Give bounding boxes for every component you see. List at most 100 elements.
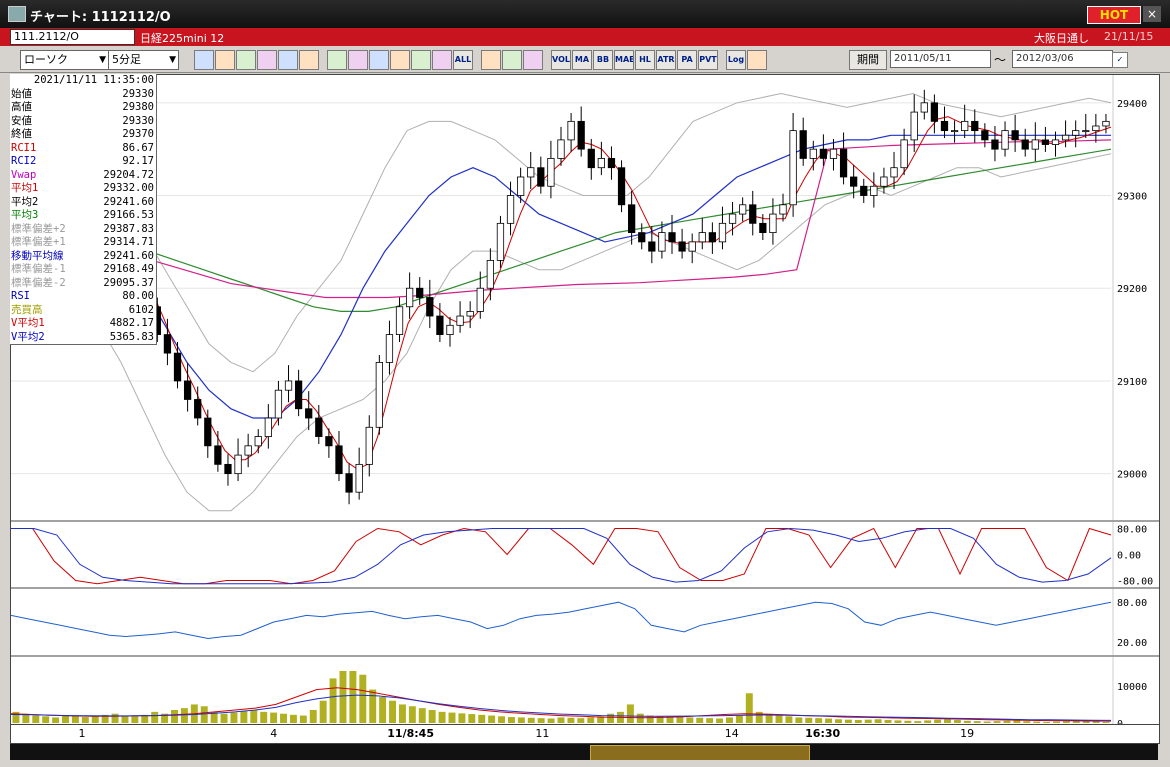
crosshair-icon[interactable] bbox=[215, 50, 235, 70]
tool-icon[interactable] bbox=[481, 50, 501, 70]
candle-body bbox=[991, 139, 999, 150]
all-button[interactable]: ALL bbox=[453, 50, 473, 70]
ohlc-value: 29168.49 bbox=[103, 263, 154, 275]
volume-bar bbox=[131, 716, 139, 723]
vol-button[interactable]: VOL bbox=[551, 50, 571, 70]
log-button[interactable]: Log bbox=[726, 50, 746, 70]
checkbox-icon[interactable]: ✓ bbox=[1112, 52, 1128, 68]
date-to-input[interactable]: 2012/03/06 bbox=[1012, 50, 1113, 68]
mae-button[interactable]: MAE bbox=[614, 50, 634, 70]
volume-bar bbox=[904, 720, 912, 723]
para-button[interactable]: PA RA bbox=[677, 50, 697, 70]
volume-tick-label: 10000 bbox=[1117, 682, 1147, 693]
brush-icon[interactable] bbox=[502, 50, 522, 70]
volume-bar bbox=[260, 711, 268, 723]
candle-body bbox=[476, 287, 484, 312]
price-tick-label: 29300 bbox=[1117, 192, 1147, 203]
candle-body bbox=[728, 213, 737, 224]
volume-bar bbox=[795, 717, 803, 723]
volume-bar bbox=[101, 714, 109, 723]
volume-bar bbox=[547, 718, 555, 723]
volume-bar bbox=[359, 674, 367, 723]
ohlc-label: V平均1 bbox=[11, 317, 45, 329]
chart-area[interactable]: 29000 29100 29200 29300 29400 80.00 0.00 -80.00… bbox=[10, 74, 1160, 730]
volume-bar bbox=[894, 720, 902, 723]
ohlc-value: 29387.83 bbox=[103, 222, 154, 235]
candle-body bbox=[1061, 134, 1070, 141]
candle-body bbox=[1011, 130, 1019, 141]
candle-body bbox=[1001, 130, 1009, 150]
ohlc-value: 92.17 bbox=[122, 155, 154, 167]
volume-avg2-line bbox=[10, 694, 1112, 721]
date-from-input[interactable]: 2011/05/11 bbox=[890, 50, 991, 68]
ma-button[interactable]: MA bbox=[572, 50, 592, 70]
ohlc-label: RCI2 bbox=[11, 155, 37, 167]
x-tick-label: 11 bbox=[535, 727, 550, 740]
ohlc-row: 平均1 29332.00 bbox=[10, 182, 156, 196]
grid-icon[interactable] bbox=[278, 50, 298, 70]
symbol-code-input[interactable]: 111.2112/O bbox=[10, 29, 135, 45]
scroll-thumb[interactable] bbox=[590, 745, 810, 761]
bb-button[interactable]: BB bbox=[593, 50, 613, 70]
cursor-icon[interactable] bbox=[369, 50, 389, 70]
volume-bar bbox=[200, 706, 208, 723]
ohlc-value: 29241.60 bbox=[103, 249, 154, 262]
ohlc-label: RCI1 bbox=[11, 141, 37, 154]
zoom-icon[interactable] bbox=[194, 50, 214, 70]
candle-icon[interactable] bbox=[432, 50, 452, 70]
volume-bar bbox=[1062, 721, 1070, 723]
draw-icon[interactable] bbox=[236, 50, 256, 70]
candle-body bbox=[365, 426, 373, 465]
candle-body bbox=[395, 306, 404, 335]
atr-button[interactable]: ATR bbox=[656, 50, 676, 70]
volume-bar bbox=[924, 720, 932, 723]
candle-body bbox=[940, 120, 949, 132]
period-button[interactable]: 期間 bbox=[849, 50, 887, 70]
volume-bar bbox=[993, 721, 1001, 723]
volume-bar bbox=[220, 713, 228, 723]
ohlc-row: V平均1 4882.17 bbox=[10, 317, 156, 331]
pvt-button[interactable]: PVT bbox=[698, 50, 718, 70]
candle-body bbox=[597, 158, 605, 169]
ohlc-label: 標準偏差+1 bbox=[11, 236, 66, 248]
bar-icon[interactable] bbox=[411, 50, 431, 70]
volume-bar bbox=[448, 712, 456, 723]
rci-tick-label: -80.00 bbox=[1117, 577, 1153, 588]
hot-button[interactable]: HOT bbox=[1087, 6, 1141, 24]
hl-button[interactable]: HL bbox=[635, 50, 655, 70]
candle-body bbox=[648, 241, 656, 252]
volume-bar bbox=[250, 710, 258, 723]
volume-bar bbox=[22, 713, 30, 723]
ohlc-value: 29330 bbox=[122, 114, 154, 127]
pen-icon[interactable] bbox=[348, 50, 368, 70]
candle-body bbox=[557, 139, 565, 159]
volume-bar bbox=[567, 717, 575, 723]
search-icon[interactable] bbox=[257, 50, 277, 70]
candle-body bbox=[325, 436, 333, 447]
bollinger-lower-line bbox=[10, 153, 1112, 512]
candle-body bbox=[1021, 139, 1029, 150]
ohlc-row: RCI1 86.67 bbox=[10, 142, 156, 156]
candle-body bbox=[799, 130, 807, 159]
close-button[interactable]: × bbox=[1143, 6, 1161, 22]
chart-type-select[interactable]: ローソク ▼ bbox=[20, 50, 109, 70]
volume-bar bbox=[507, 717, 515, 723]
chart-svg[interactable]: 29000 29100 29200 29300 29400 80.00 0.00 -80.00… bbox=[10, 75, 1159, 730]
volume-bar bbox=[180, 708, 188, 723]
time-scrollbar[interactable] bbox=[10, 744, 1158, 761]
volume-bar bbox=[171, 710, 178, 723]
volume-bar bbox=[914, 721, 922, 723]
arrow-icon[interactable] bbox=[390, 50, 410, 70]
palette-icon[interactable] bbox=[523, 50, 543, 70]
layout-icon[interactable] bbox=[747, 50, 767, 70]
interval-select[interactable]: 5分足 ▼ bbox=[108, 50, 179, 70]
candle-body bbox=[930, 102, 939, 122]
volume-bar bbox=[1072, 720, 1080, 723]
compare-icon[interactable] bbox=[299, 50, 319, 70]
candle-body bbox=[749, 204, 757, 224]
volume-bar bbox=[963, 720, 971, 723]
candle-body bbox=[678, 241, 686, 252]
volume-bar bbox=[676, 717, 684, 723]
info-icon[interactable] bbox=[327, 50, 347, 70]
volume-bar bbox=[1023, 721, 1031, 723]
